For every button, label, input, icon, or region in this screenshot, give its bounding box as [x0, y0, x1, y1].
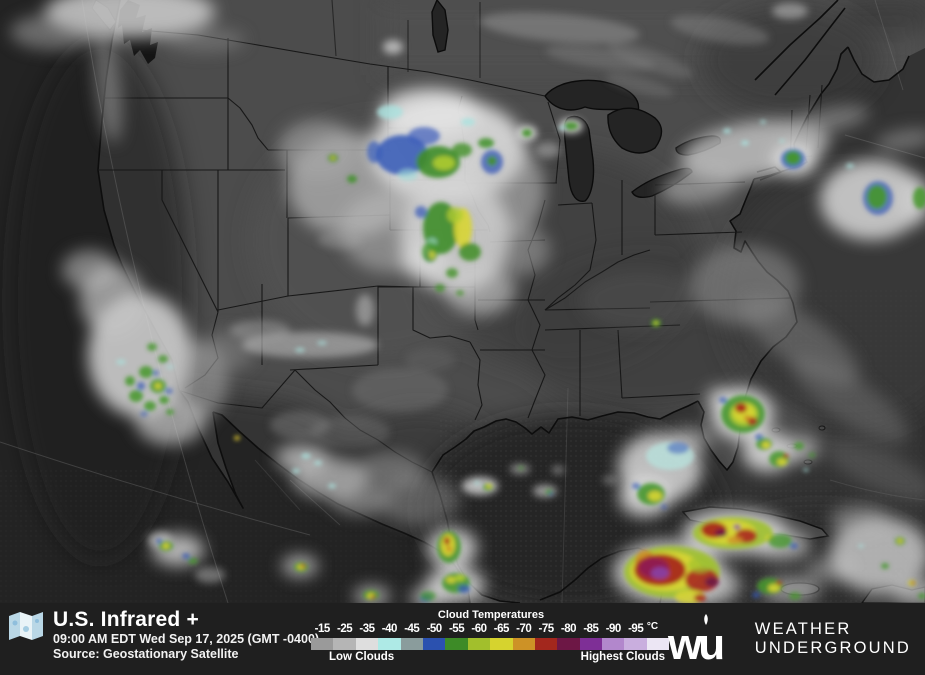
brand-name: WEATHER UNDERGROUND	[755, 620, 911, 658]
legend-swatch	[400, 638, 423, 650]
legend-swatch	[534, 638, 558, 650]
legend-tick: -95	[628, 623, 644, 635]
legend-tick-labels: -15 -25 -35 -40 -45 -50 -55 -60 -65 -70 -75 -80 -85-…	[311, 621, 677, 637]
legend-tick: -25	[337, 623, 353, 635]
legend-title: Cloud Temperatures	[437, 609, 545, 621]
legend-swatch	[490, 638, 513, 650]
brand-line1: WEATHER	[754, 620, 852, 638]
legend-tick: -60	[471, 623, 487, 635]
legend-tick: -55	[448, 623, 465, 635]
legend-tick: -90	[605, 623, 622, 635]
legend-swatch	[467, 638, 491, 650]
droplet-icon	[704, 614, 708, 625]
legend-colorbar	[311, 638, 670, 650]
legend-tick: -80	[560, 623, 577, 635]
legend-swatch	[602, 638, 625, 650]
legend-tick: -35	[359, 623, 375, 635]
legend-swatch	[445, 638, 468, 650]
legend-swatch	[378, 638, 401, 650]
cloud-temperature-legend: Cloud Temperatures -15 -25 -35 -40 -45 -50 -55…	[311, 609, 677, 663]
brand-line2: UNDERGROUND	[754, 639, 911, 657]
legend-tick: -70	[516, 623, 532, 635]
legend-tick: -40	[381, 623, 398, 635]
legend-swatch	[557, 638, 580, 650]
folded-map-icon	[9, 612, 43, 640]
legend-unit: °C	[646, 621, 659, 632]
legend-tick: -45	[404, 623, 420, 635]
legend-tick: -15	[314, 623, 331, 635]
legend-swatch	[333, 638, 356, 650]
legend-tick: -50	[426, 623, 443, 635]
info-bar: U.S. Infrared + 09:00 AM EDT Wed Sep 17,…	[0, 603, 925, 675]
weather-underground-logo[interactable]: wu WEATHER UNDERGROUND	[667, 611, 911, 667]
page-title: U.S. Infrared +	[53, 608, 199, 631]
legend-swatch	[311, 638, 334, 650]
legend-tick: -75	[538, 623, 555, 635]
legend-tick: -65	[493, 623, 510, 635]
legend-swatch	[355, 638, 379, 650]
legend-swatch	[422, 638, 446, 650]
legend-foot-labels: Low Clouds Highest Clouds	[311, 651, 669, 663]
legend-swatch	[624, 638, 647, 650]
source-label: Source: Geostationary Satellite	[53, 647, 239, 661]
wu-mark-icon: wu	[667, 614, 726, 667]
timestamp: 09:00 AM EDT Wed Sep 17, 2025 (GMT -0400…	[53, 632, 320, 646]
satellite-map	[0, 0, 925, 603]
low-clouds-label: Low Clouds	[329, 651, 395, 663]
legend-swatch	[512, 638, 535, 650]
svg-text:wu: wu	[667, 620, 722, 667]
highest-clouds-label: Highest Clouds	[580, 651, 665, 663]
legend-tick: -85	[583, 623, 599, 635]
product-info: U.S. Infrared + 09:00 AM EDT Wed Sep 17,…	[8, 608, 319, 662]
legend-swatch	[579, 638, 603, 650]
legend-swatch	[646, 638, 670, 650]
